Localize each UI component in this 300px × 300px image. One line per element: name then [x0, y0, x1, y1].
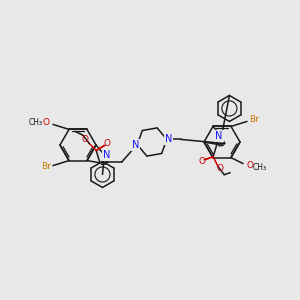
Text: O: O — [217, 164, 224, 173]
Text: CH₃: CH₃ — [29, 118, 43, 127]
Text: CH₃: CH₃ — [253, 163, 267, 172]
Text: O: O — [199, 157, 206, 166]
Text: Br: Br — [41, 162, 51, 171]
Text: N: N — [103, 150, 111, 160]
Text: O: O — [82, 135, 89, 144]
Text: O: O — [247, 161, 254, 170]
Text: N: N — [215, 131, 223, 142]
Text: N: N — [131, 140, 139, 150]
Text: O: O — [43, 118, 50, 127]
Text: N: N — [165, 134, 172, 144]
Text: O: O — [104, 139, 111, 148]
Text: Br: Br — [249, 115, 259, 124]
